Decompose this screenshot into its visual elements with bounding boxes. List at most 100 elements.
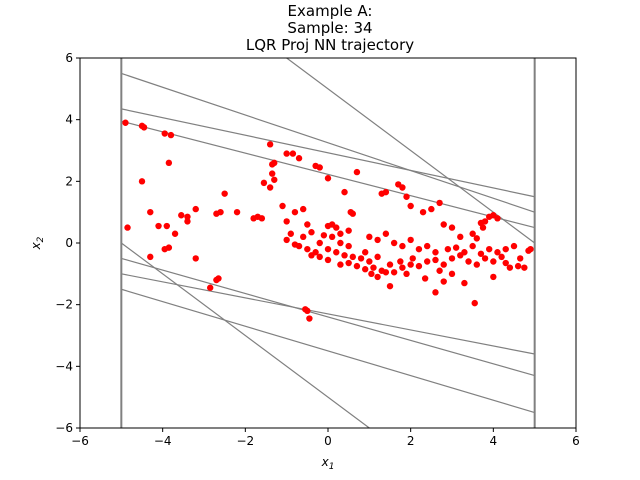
trajectory-point: [473, 261, 480, 268]
trajectory-point: [440, 278, 447, 285]
trajectory-point: [486, 245, 493, 253]
trajectory-point: [494, 215, 501, 222]
trajectory-point: [525, 247, 532, 254]
trajectory-point: [291, 241, 299, 248]
trajectory-point: [490, 273, 497, 281]
trajectory-point: [506, 264, 514, 271]
trajectory-point: [155, 222, 162, 230]
trajectory-point: [345, 259, 352, 267]
trajectory-point: [341, 188, 348, 196]
trajectory-points: [122, 119, 534, 322]
trajectory-point: [419, 208, 427, 216]
trajectory-point: [308, 229, 315, 236]
trajectory-point: [349, 253, 356, 261]
trajectory-point: [448, 270, 456, 278]
trajectory-point: [269, 161, 276, 168]
trajectory-point: [382, 188, 390, 196]
trajectory-point: [382, 269, 390, 276]
trajectory-point: [399, 264, 406, 271]
trajectory-point: [440, 261, 447, 268]
trajectory-point: [333, 249, 340, 256]
constraint-line: [121, 72, 535, 213]
trajectory-point: [124, 224, 131, 231]
trajectory-point: [353, 262, 361, 270]
trajectory-point: [337, 261, 344, 268]
constraint-line: [121, 273, 535, 355]
trajectory-point: [415, 262, 423, 270]
trajectory-point: [432, 256, 439, 264]
x-axis-label-sub: 1: [329, 462, 335, 472]
trajectory-point: [258, 215, 266, 222]
trajectory-point: [271, 176, 278, 183]
trajectory-point: [324, 245, 332, 253]
x-tick-label: 4: [490, 434, 498, 448]
chart-title-line-2: Sample: 34: [287, 19, 372, 37]
trajectory-point: [498, 253, 505, 261]
chart-title-line-3: LQR Proj NN trajectory: [246, 36, 414, 54]
trajectory-point: [353, 168, 361, 176]
trajectory-point: [289, 150, 297, 157]
trajectory-point: [279, 202, 286, 210]
y-tick-label: 6: [65, 51, 73, 65]
trajectory-point: [514, 262, 522, 270]
trajectory-point: [320, 232, 328, 239]
x-tick-label: −2: [236, 434, 254, 448]
trajectory-point: [328, 233, 336, 241]
trajectory-point: [328, 221, 336, 228]
trajectory-point: [469, 230, 476, 237]
trajectory-point: [473, 235, 480, 242]
trajectory-point: [304, 307, 311, 315]
chart-title-line-1: Example A:: [288, 2, 373, 20]
trajectory-point: [444, 245, 452, 253]
y-tick-label: 2: [65, 174, 73, 188]
trajectory-point: [521, 264, 528, 271]
y-tick-label: −6: [55, 421, 73, 435]
trajectory-point: [386, 282, 394, 290]
trajectory-point: [362, 249, 369, 256]
trajectory-point: [374, 236, 381, 244]
trajectory-point: [403, 193, 410, 200]
x-axis-label: x1: [321, 455, 335, 472]
trajectory-point: [345, 242, 352, 250]
trajectory-point: [171, 230, 179, 237]
constraint-line: [121, 288, 535, 414]
trajectory-point: [283, 218, 290, 225]
trajectory-point: [432, 289, 439, 296]
trajectory-point: [517, 255, 524, 262]
trajectory-point: [461, 279, 468, 287]
trajectory-point: [161, 245, 168, 253]
trajectory-point: [287, 230, 294, 237]
trajectory-point: [147, 253, 154, 261]
trajectory-point: [122, 119, 129, 126]
x-tick-label: −4: [154, 434, 172, 448]
trajectory-point: [452, 244, 460, 251]
y-tick-label: 0: [65, 236, 73, 250]
trajectory-point: [306, 315, 313, 322]
trajectory-point: [374, 253, 381, 261]
constraint-line: [121, 257, 535, 377]
trajectory-point: [374, 273, 381, 281]
trajectory-point: [341, 252, 348, 259]
y-tick-label: −2: [55, 298, 73, 312]
trajectory-point: [370, 264, 377, 271]
plot-frame: [79, 57, 577, 429]
trajectory-point: [324, 256, 332, 264]
trajectory-point: [436, 267, 443, 274]
trajectory-point: [349, 210, 356, 217]
trajectory-point: [490, 258, 497, 265]
trajectory-point: [481, 255, 489, 262]
constraint-line: [121, 108, 535, 198]
trajectory-point: [477, 250, 485, 257]
x-tick-label: −6: [71, 434, 89, 448]
constraint-line: [120, 242, 370, 428]
trajectory-point: [178, 212, 185, 219]
trajectory-point: [316, 253, 323, 261]
y-axis-label: x2: [29, 236, 46, 250]
trajectory-point: [415, 245, 423, 253]
y-axis-label-base: x: [29, 241, 43, 250]
x-tick-label: 6: [572, 434, 580, 448]
trajectory-point: [424, 258, 431, 265]
trajectory-point: [386, 261, 394, 268]
trajectory-point: [324, 175, 332, 182]
trajectory-point: [345, 227, 352, 234]
